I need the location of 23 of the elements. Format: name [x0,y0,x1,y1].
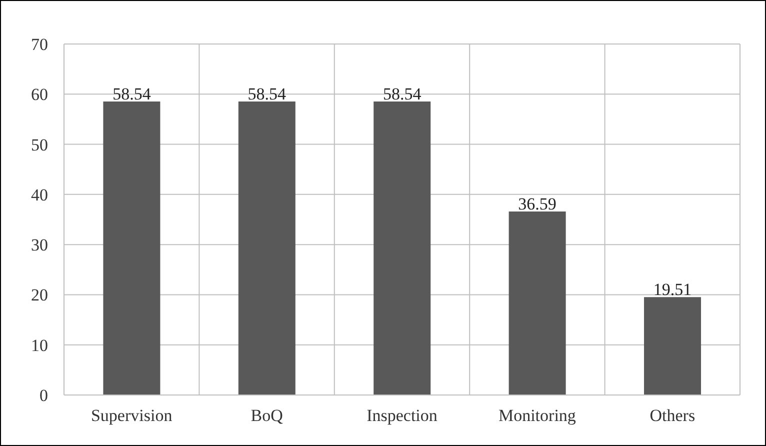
y-tick-label: 70 [31,35,48,54]
x-tick-label: Others [650,406,696,426]
data-label: 36.59 [518,194,556,214]
y-tick-label: 40 [31,185,48,204]
bar [103,101,160,395]
bar [644,297,702,395]
data-label: 19.51 [653,280,692,300]
data-label: 58.54 [382,84,422,104]
x-tick-label: Supervision [90,406,173,426]
x-tick-label: Monitoring [498,406,576,426]
y-tick-label: 20 [31,286,48,305]
data-label: 58.54 [112,84,152,104]
y-tick-label: 60 [31,85,48,104]
y-tick-label: 30 [31,236,48,255]
x-tick-label: BoQ [250,406,283,426]
bar [508,212,566,395]
bar [238,101,296,395]
x-tick-label: Inspection [366,406,438,426]
y-tick-label: 10 [31,336,48,355]
y-tick-label: 50 [31,135,48,154]
data-label: 58.54 [248,84,287,104]
bar [374,101,431,395]
y-tick-label: 0 [40,386,48,406]
